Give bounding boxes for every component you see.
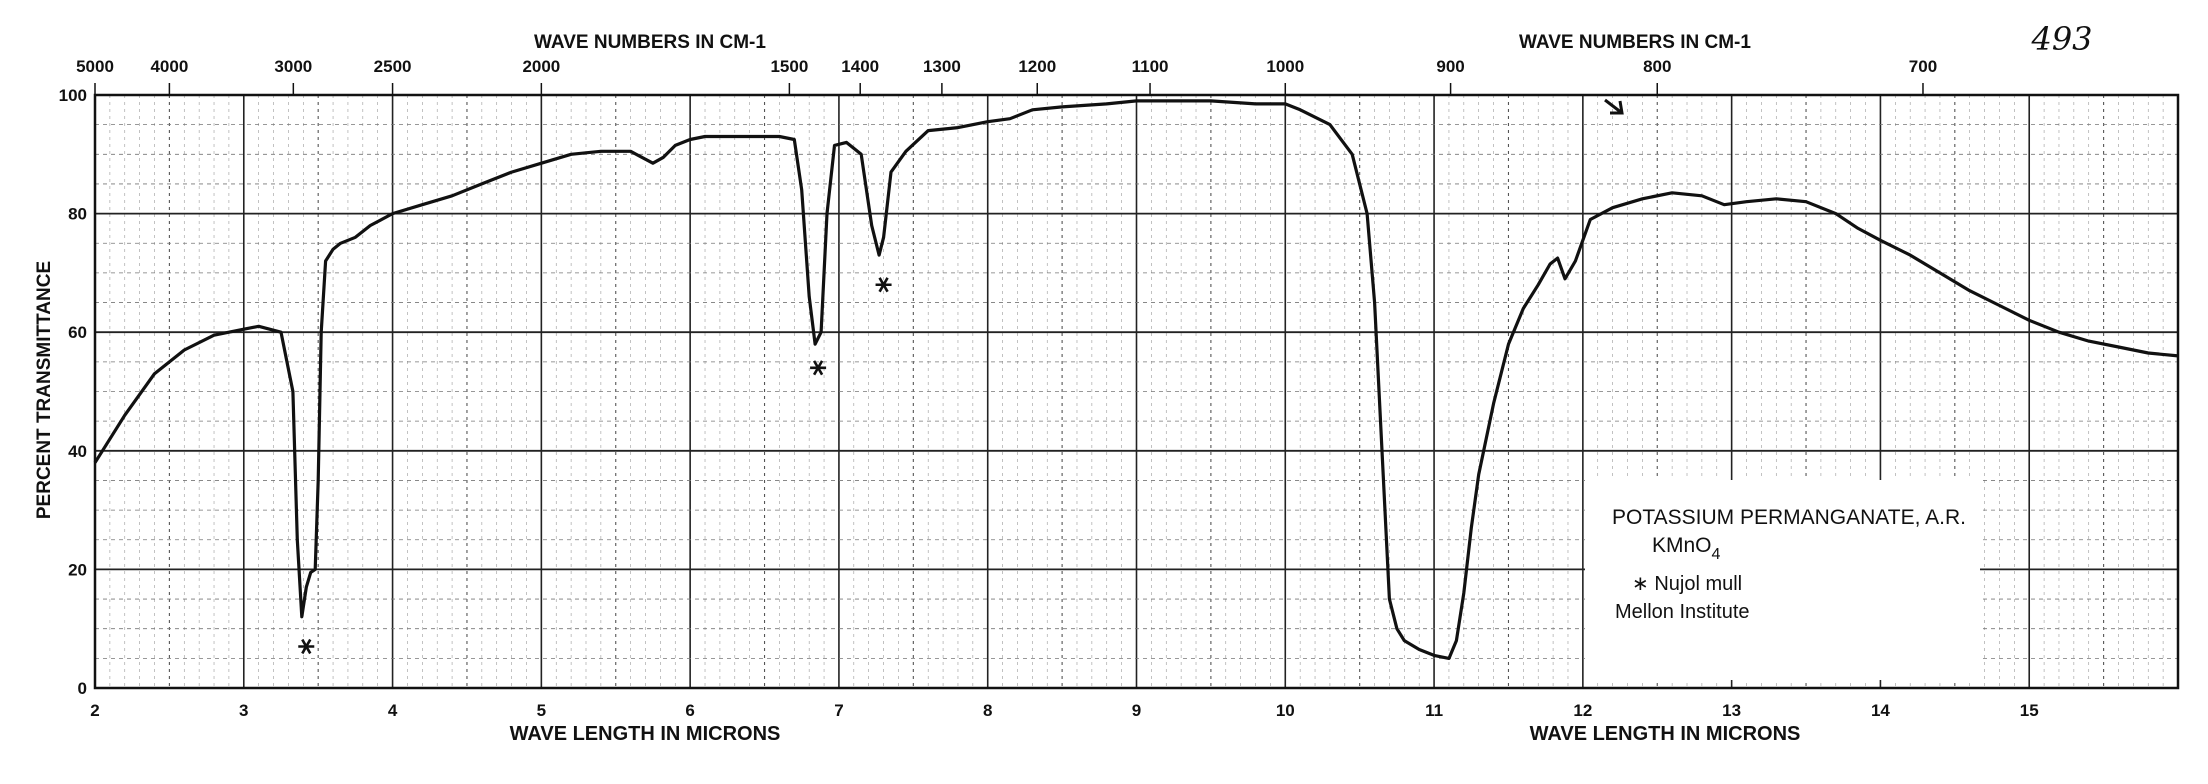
x-tick-label: 2 xyxy=(90,701,99,720)
top-tick-label: 800 xyxy=(1643,57,1671,76)
x-tick-label: 5 xyxy=(537,701,546,720)
top-tick-label: 2000 xyxy=(522,57,560,76)
asterisk-markers xyxy=(298,277,892,655)
x-tick-label: 8 xyxy=(983,701,992,720)
y-tick-label: 60 xyxy=(68,323,87,342)
top-tick-label: 700 xyxy=(1909,57,1937,76)
page-number: 493 xyxy=(2030,20,2092,58)
annotation-box: POTASSIUM PERMANGANATE, A.R. KMnO4 ∗ Nuj… xyxy=(1585,480,1980,680)
top-axis-label-left: WAVE NUMBERS IN CM-1 xyxy=(534,32,766,53)
annotation-background xyxy=(1585,480,1980,680)
asterisk-marker xyxy=(810,360,827,376)
x-tick-label: 15 xyxy=(2020,701,2039,720)
x-tick-label: 14 xyxy=(1871,701,1890,720)
top-tick-label: 900 xyxy=(1436,57,1464,76)
asterisk-marker xyxy=(875,277,892,293)
y-tick-label: 80 xyxy=(68,205,87,224)
annotation-formula: KMnO4 xyxy=(1652,534,1721,563)
axes xyxy=(93,93,2180,690)
top-tick-label: 1200 xyxy=(1018,57,1056,76)
top-tick-label: 3000 xyxy=(274,57,312,76)
x-axis-label-left: WAVE LENGTH IN MICRONS xyxy=(510,723,781,745)
top-tick-label: 4000 xyxy=(150,57,188,76)
x-tick-label: 4 xyxy=(388,701,398,720)
x-tick-label: 10 xyxy=(1276,701,1295,720)
asterisk-marker xyxy=(298,638,315,655)
x-tick-label: 12 xyxy=(1573,701,1592,720)
arrow-mark xyxy=(1604,98,1624,115)
top-tick-label: 5000 xyxy=(76,57,114,76)
y-tick-label: 0 xyxy=(78,679,87,698)
x-tick-label: 3 xyxy=(239,701,248,720)
top-tick-label: 1000 xyxy=(1266,57,1304,76)
series xyxy=(93,99,2179,660)
x-tick-label: 11 xyxy=(1425,701,1443,720)
y-tick-label: 20 xyxy=(68,560,87,579)
top-tick-label: 1100 xyxy=(1132,57,1169,76)
x-tick-label: 7 xyxy=(834,701,843,720)
y-tick-label: 40 xyxy=(68,442,87,461)
tick-labels: 2 3 4 5 6 7 8 9 10 11 12 13 14 15 0 20 40 60 80 100 5000 4000… xyxy=(59,57,2039,720)
x-axis-label-right: WAVE LENGTH IN MICRONS xyxy=(1530,723,1801,745)
top-tick-label: 1500 xyxy=(770,57,808,76)
series-line xyxy=(93,99,2179,660)
y-axis-label: PERCENT TRANSMITTANCE xyxy=(34,261,55,519)
top-axis-label-right: WAVE NUMBERS IN CM-1 xyxy=(1519,32,1751,53)
top-tick-label: 2500 xyxy=(374,57,412,76)
x-tick-label: 13 xyxy=(1722,701,1741,720)
top-tick-label: 1400 xyxy=(841,57,879,76)
x-tick-label: 9 xyxy=(1132,701,1141,720)
top-tick-label: 1300 xyxy=(923,57,961,76)
annotation-medium: ∗ Nujol mull xyxy=(1632,573,1742,595)
plot-frame xyxy=(93,93,2180,690)
annotation-source: Mellon Institute xyxy=(1615,601,1750,623)
annotation-compound: POTASSIUM PERMANGANATE, A.R. xyxy=(1612,506,1966,529)
x-tick-label: 6 xyxy=(685,701,694,720)
y-tick-label: 100 xyxy=(59,86,87,105)
